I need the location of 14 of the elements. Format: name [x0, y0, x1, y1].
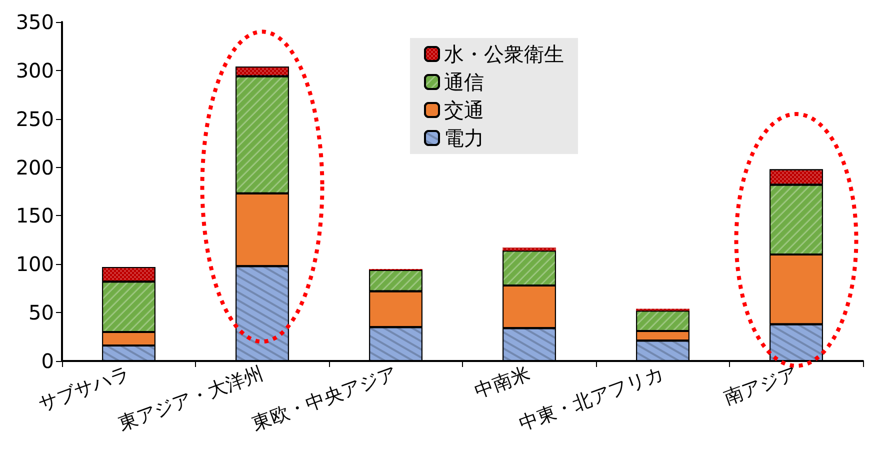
legend-label: 交通: [444, 98, 484, 122]
y-tick-label: 0: [41, 349, 54, 373]
y-tick-label: 200: [16, 155, 54, 180]
legend-label: 電力: [444, 126, 484, 150]
y-tick-label: 100: [16, 252, 54, 276]
legend-label: 通信: [444, 70, 484, 94]
x-tick-label: 南アジア: [721, 362, 800, 410]
y-tick-label: 50: [28, 300, 54, 325]
legend-label: 水・公衆衛生: [444, 42, 564, 66]
y-tick-label: 150: [16, 204, 54, 228]
y-tick-label: 250: [16, 106, 54, 131]
y-tick-label: 300: [16, 58, 54, 82]
y-tick-label: 350: [16, 10, 54, 34]
x-tick-label: 中南米: [472, 362, 534, 403]
